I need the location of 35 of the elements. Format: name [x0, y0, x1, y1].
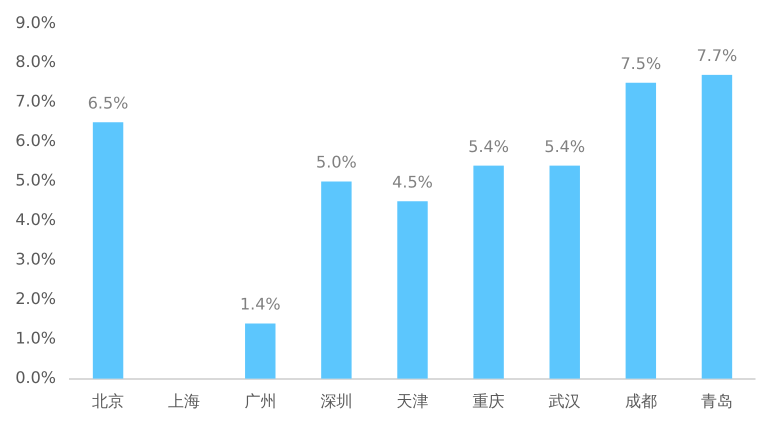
bar — [92, 122, 124, 379]
y-tick-label: 5.0% — [15, 170, 56, 190]
x-tick-label: 重庆 — [472, 392, 505, 411]
data-label: 5.4% — [544, 136, 586, 156]
data-label: 7.5% — [620, 54, 662, 73]
x-tick-label: 广州 — [244, 392, 276, 411]
data-label: 4.5% — [392, 172, 433, 192]
x-tick-label: 北京 — [92, 392, 124, 411]
x-tick-label: 天津 — [396, 392, 428, 411]
x-tick-label: 上海 — [168, 392, 200, 411]
x-tick-label: 青岛 — [700, 392, 733, 411]
x-tick-label: 成都 — [624, 392, 657, 411]
y-tick-label: 0.0% — [15, 368, 56, 387]
bar — [473, 166, 504, 379]
bar — [550, 166, 580, 379]
x-tick-label: 深圳 — [320, 392, 352, 411]
y-tick-label: 3.0% — [15, 250, 56, 269]
data-label: 5.4% — [468, 136, 509, 156]
y-tick-label: 4.0% — [15, 210, 56, 230]
x-tick-label: 武汉 — [548, 392, 581, 411]
bar — [702, 74, 732, 379]
y-tick-label: 6.0% — [15, 131, 56, 150]
y-tick-label: 8.0% — [15, 52, 56, 72]
data-label: 7.7% — [696, 46, 738, 66]
bar — [626, 82, 656, 379]
y-tick-label: 9.0% — [15, 12, 56, 32]
data-label: 6.5% — [88, 93, 128, 112]
bar — [397, 201, 428, 379]
y-tick-label: 7.0% — [15, 92, 56, 111]
data-label: 1.4% — [240, 294, 281, 314]
y-tick-label: 1.0% — [15, 328, 56, 348]
data-label: 5.0% — [316, 152, 357, 172]
bar — [321, 181, 352, 379]
bar — [245, 324, 276, 379]
y-tick-label: 2.0% — [15, 289, 56, 308]
